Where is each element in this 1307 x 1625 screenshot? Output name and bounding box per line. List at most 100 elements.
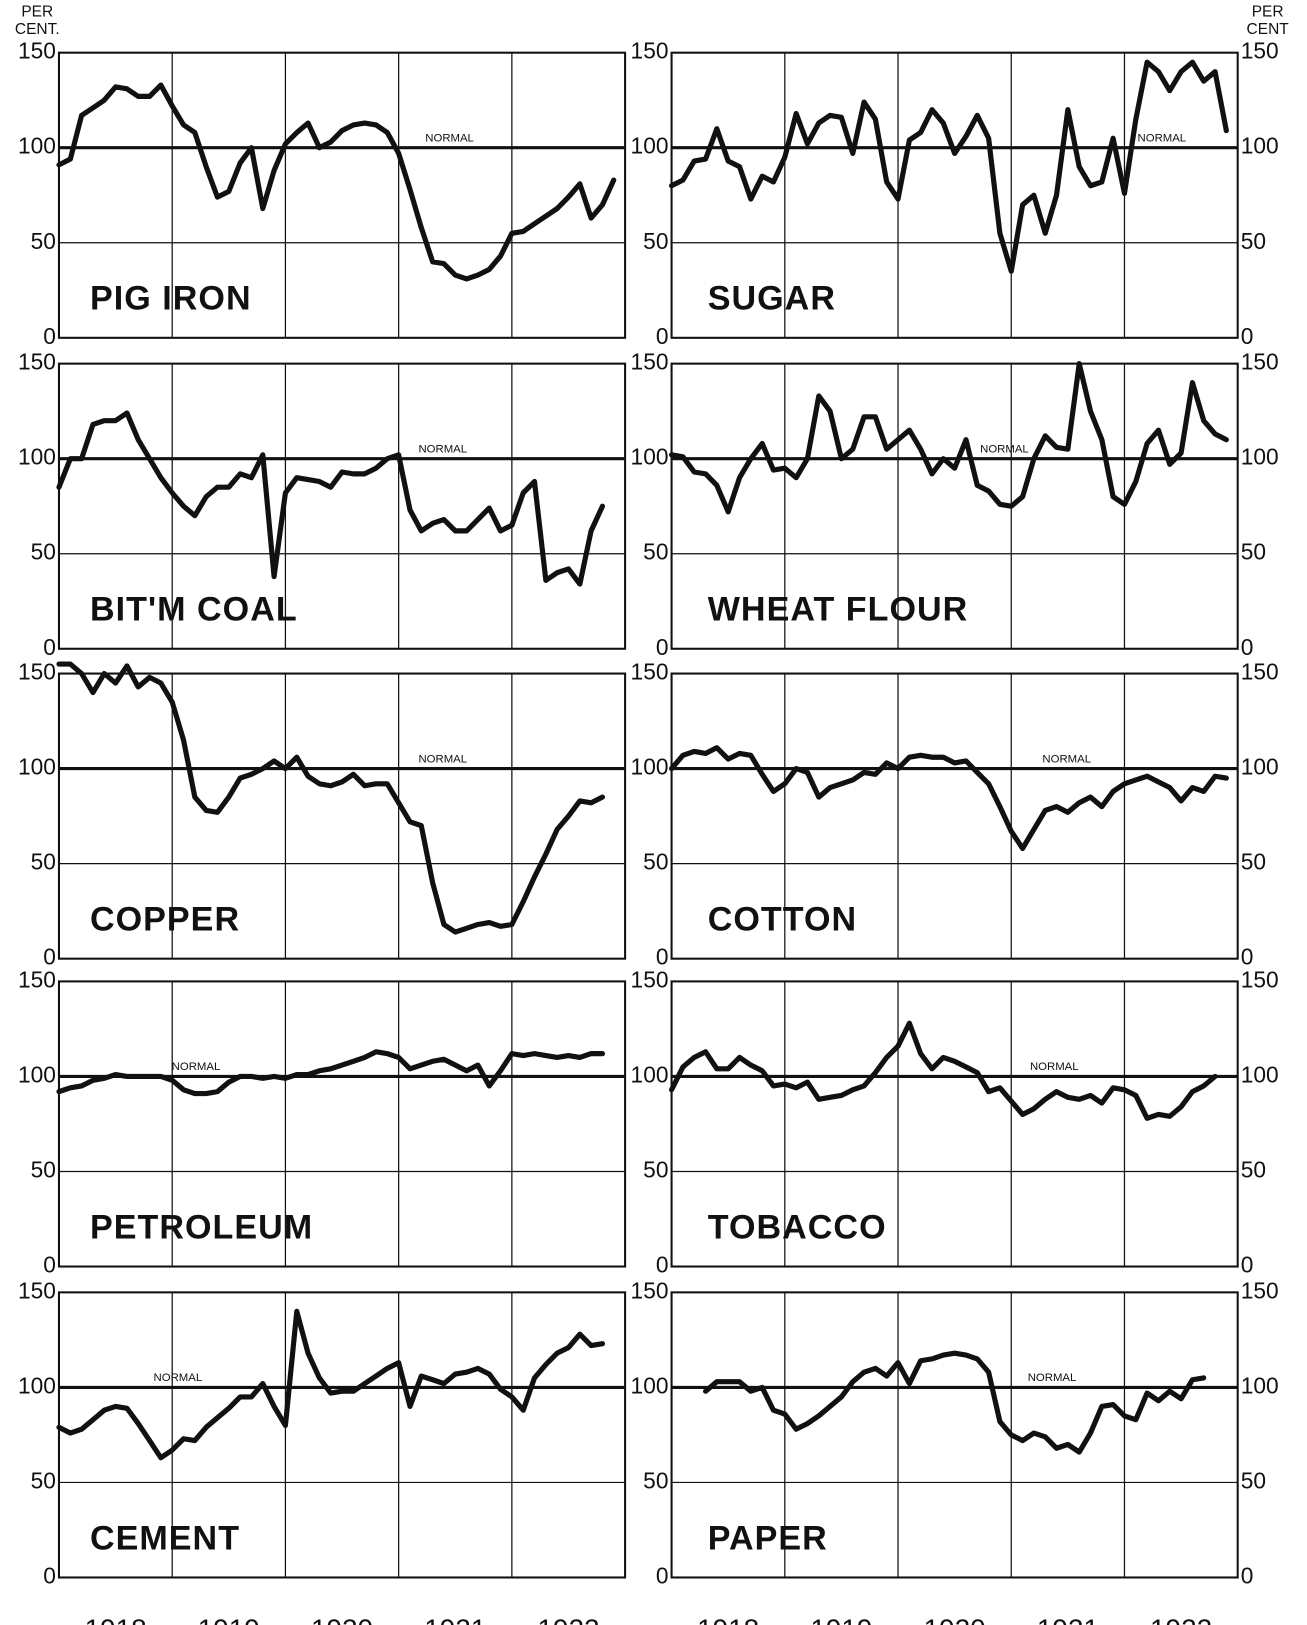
data-line (668, 745, 1229, 852)
y-tick-label: 0 (43, 1562, 56, 1588)
y-tick-label: 50 (643, 849, 668, 875)
y-tick-label: 100 (18, 754, 56, 780)
normal-label: NORMAL (1042, 753, 1091, 765)
y-tick-label: 100 (631, 444, 669, 470)
y-axis-label-line: CENT. (15, 21, 60, 38)
y-tick-label: 0 (656, 1562, 669, 1588)
y-tick-label: 50 (31, 849, 56, 875)
y-tick-label: 100 (18, 444, 56, 470)
data-line (56, 1049, 606, 1097)
panel-title: CEMENT (90, 1519, 240, 1557)
panel-title: BIT'M COAL (90, 591, 298, 629)
x-tick-label: 1918 (85, 1614, 147, 1625)
y-tick-label: 150 (18, 966, 56, 992)
y-tick-label: 150 (18, 349, 56, 375)
normal-label: NORMAL (425, 133, 474, 145)
y-tick-label: 0 (656, 944, 669, 970)
y-tick-label: 50 (643, 1156, 668, 1182)
y-tick-label: 0 (43, 634, 56, 660)
y-tick-label: 0 (1241, 634, 1254, 660)
y-tick-label: 100 (631, 133, 669, 159)
data-line (668, 1020, 1218, 1121)
x-tick-label: 1918 (697, 1614, 759, 1625)
y-tick-label: 100 (18, 133, 56, 159)
panel-title: PAPER (708, 1519, 828, 1557)
y-tick-label: 150 (1241, 349, 1279, 375)
y-tick-label: 150 (631, 1277, 669, 1303)
y-tick-label: 100 (1241, 754, 1279, 780)
x-tick-label: 1922 (1150, 1614, 1212, 1625)
y-tick-label: 150 (18, 659, 56, 685)
y-tick-label: 50 (31, 228, 56, 254)
data-line (702, 1350, 1207, 1455)
data-line (56, 410, 606, 587)
y-tick-label: 0 (1241, 1562, 1254, 1588)
normal-label: NORMAL (154, 1372, 203, 1384)
y-tick-label: 100 (1241, 444, 1279, 470)
x-tick-label: 1920 (924, 1614, 986, 1625)
y-tick-label: 0 (43, 1252, 56, 1278)
y-axis-label-line: CENT (1247, 21, 1290, 38)
y-tick-label: 50 (1241, 539, 1266, 565)
x-tick-label: 1921 (424, 1614, 486, 1625)
y-axis-label-line: PER (1252, 4, 1284, 21)
normal-label: NORMAL (1138, 133, 1187, 145)
y-tick-label: 100 (18, 1061, 56, 1087)
data-line (56, 661, 606, 935)
y-tick-label: 150 (631, 659, 669, 685)
y-tick-label: 100 (631, 754, 669, 780)
panel-title: PETROLEUM (90, 1208, 313, 1246)
x-tick-label: 1922 (537, 1614, 599, 1625)
data-line (56, 1308, 606, 1461)
y-tick-label: 50 (31, 1156, 56, 1182)
y-tick-label: 50 (643, 539, 668, 565)
y-tick-label: 0 (656, 1252, 669, 1278)
y-tick-label: 100 (1241, 133, 1279, 159)
x-tick-label: 1919 (810, 1614, 872, 1625)
normal-label: NORMAL (1028, 1372, 1077, 1384)
y-axis-label-line: PER (21, 4, 53, 21)
y-tick-label: 0 (656, 634, 669, 660)
panel-title: TOBACCO (708, 1208, 887, 1246)
y-tick-label: 100 (1241, 1061, 1279, 1087)
y-tick-label: 0 (1241, 323, 1254, 349)
y-tick-label: 150 (631, 349, 669, 375)
y-tick-label: 0 (1241, 1252, 1254, 1278)
panel-title: COTTON (708, 900, 857, 938)
y-tick-label: 150 (1241, 966, 1279, 992)
panel-title: PIG IRON (90, 280, 252, 318)
y-tick-label: 50 (31, 1467, 56, 1493)
x-tick-label: 1919 (198, 1614, 260, 1625)
y-tick-label: 0 (43, 944, 56, 970)
y-tick-label: 150 (1241, 1277, 1279, 1303)
normal-label: NORMAL (1030, 1061, 1079, 1073)
y-tick-label: 150 (18, 1277, 56, 1303)
data-line (56, 82, 617, 282)
panel-title: COPPER (90, 900, 240, 938)
y-tick-label: 50 (1241, 1467, 1266, 1493)
panel-title: SUGAR (708, 280, 836, 318)
y-tick-label: 150 (18, 38, 56, 64)
y-tick-label: 50 (643, 228, 668, 254)
data-line (668, 59, 1229, 274)
y-tick-label: 100 (631, 1372, 669, 1398)
data-line (668, 361, 1229, 515)
panel-title: WHEAT FLOUR (708, 591, 969, 629)
y-tick-label: 50 (1241, 228, 1266, 254)
normal-label: NORMAL (980, 443, 1029, 455)
y-tick-label: 0 (656, 323, 669, 349)
y-tick-label: 100 (18, 1372, 56, 1398)
y-tick-label: 150 (631, 38, 669, 64)
y-tick-label: 0 (1241, 944, 1254, 970)
y-tick-label: 150 (631, 966, 669, 992)
y-tick-label: 50 (31, 539, 56, 565)
y-tick-label: 100 (1241, 1372, 1279, 1398)
y-tick-label: 50 (643, 1467, 668, 1493)
normal-label: NORMAL (418, 443, 467, 455)
y-tick-label: 150 (1241, 38, 1279, 64)
x-tick-label: 1921 (1037, 1614, 1099, 1625)
y-tick-label: 150 (1241, 659, 1279, 685)
y-tick-label: 50 (1241, 849, 1266, 875)
